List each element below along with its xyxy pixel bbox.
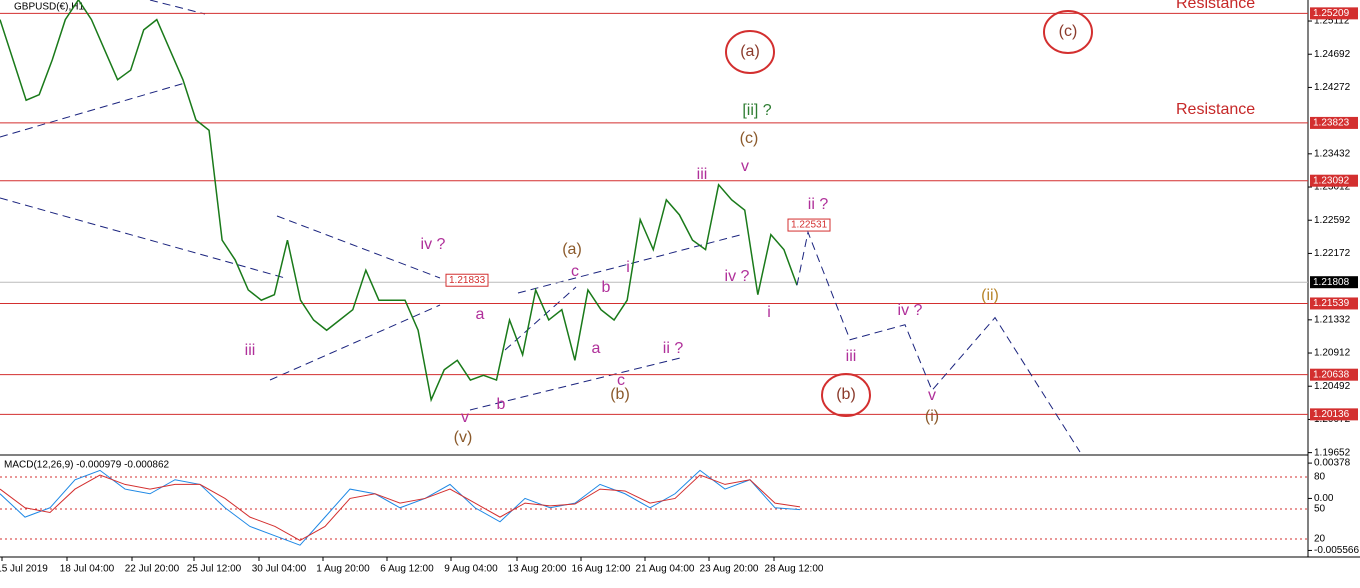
wave-label: c bbox=[617, 372, 625, 389]
y-tick-label: 1.19652 bbox=[1314, 447, 1351, 458]
trendlines bbox=[0, 0, 741, 411]
level-tag-label: 1.23092 bbox=[1313, 175, 1350, 186]
macd-level-label: 50 bbox=[1314, 504, 1326, 515]
price-tag bbox=[445, 273, 489, 287]
wave-label: ii ? bbox=[808, 196, 829, 213]
wave-circle bbox=[725, 30, 775, 74]
level-tag-label: 1.23823 bbox=[1313, 118, 1350, 129]
level-tag-label: 1.20136 bbox=[1313, 409, 1350, 420]
x-tick-label: 30 Jul 04:00 bbox=[252, 564, 307, 575]
wave-label: (c) bbox=[1059, 23, 1078, 40]
wave-label: v bbox=[461, 409, 469, 426]
price-tag-label: 1.22531 bbox=[791, 220, 828, 231]
wave-label: i bbox=[767, 304, 771, 321]
y-tick-label: 1.23432 bbox=[1314, 148, 1351, 159]
price-tag-label: 1.21833 bbox=[449, 275, 486, 286]
wave-label: iii bbox=[697, 166, 708, 183]
wave-label: i bbox=[626, 259, 630, 276]
macd-title: MACD(12,26,9) -0.000979 -0.000862 bbox=[4, 460, 170, 471]
y-tick-label: 1.23012 bbox=[1314, 182, 1351, 193]
symbol-title: GBPUSD(€),H1 bbox=[14, 2, 84, 13]
wave-label: a bbox=[476, 306, 485, 323]
wave-label: iv ? bbox=[725, 268, 750, 285]
wave-label: v bbox=[741, 158, 749, 175]
resistance-label: Resistance bbox=[1176, 0, 1255, 12]
macd-line bbox=[0, 474, 801, 542]
wave-label: (b) bbox=[836, 386, 856, 403]
level-tag bbox=[1310, 408, 1358, 421]
wave-label: (c) bbox=[740, 130, 759, 147]
price-line bbox=[0, 0, 798, 403]
wave-label: iv ? bbox=[421, 236, 446, 253]
wave-label: (ii) bbox=[981, 287, 999, 304]
y-tick-label: 1.22592 bbox=[1314, 215, 1351, 226]
wave-label: b bbox=[602, 279, 611, 296]
y-tick-label: 1.21332 bbox=[1314, 314, 1351, 325]
wave-label: iii bbox=[245, 342, 256, 359]
wave-circle bbox=[1043, 10, 1093, 54]
wave-label: a bbox=[592, 340, 601, 357]
wave-label: [ii] ? bbox=[742, 102, 771, 119]
y-tick-label: 1.20912 bbox=[1314, 348, 1351, 359]
level-tag bbox=[1310, 174, 1358, 187]
x-tick-label: 9 Aug 04:00 bbox=[444, 564, 498, 575]
macd-line bbox=[0, 469, 801, 546]
macd-level-label: 80 bbox=[1314, 472, 1326, 483]
y-tick-label: 1.25112 bbox=[1314, 16, 1350, 27]
macd-tick-label: 0.00 bbox=[1314, 493, 1334, 504]
y-tick-label: 1.22172 bbox=[1314, 248, 1351, 259]
level-tag bbox=[1310, 7, 1358, 20]
x-tick-label: 22 Jul 20:00 bbox=[125, 564, 180, 575]
x-tick-label: 16 Aug 12:00 bbox=[572, 564, 631, 575]
wave-label: ii ? bbox=[663, 340, 684, 357]
level-tag-label: 1.25209 bbox=[1313, 8, 1350, 19]
wave-label: c bbox=[571, 263, 579, 280]
wave-label: iii bbox=[846, 348, 857, 365]
wave-label: (a) bbox=[740, 43, 760, 60]
wave-label: (v) bbox=[454, 429, 473, 446]
x-tick-label: 18 Jul 04:00 bbox=[60, 564, 115, 575]
y-tick-label: 1.24272 bbox=[1314, 82, 1351, 93]
level-tag bbox=[1310, 116, 1358, 129]
projection-line bbox=[796, 230, 1081, 453]
x-tick-label: 21 Aug 04:00 bbox=[636, 564, 695, 575]
wave-circle bbox=[821, 373, 871, 417]
wave-label: (a) bbox=[562, 241, 582, 258]
wave-label: (i) bbox=[925, 408, 939, 425]
wave-label: v bbox=[928, 387, 936, 404]
current-tag-label: 1.21808 bbox=[1313, 277, 1350, 288]
x-tick-label: 1 Aug 20:00 bbox=[316, 564, 370, 575]
x-tick-label: 6 Aug 12:00 bbox=[380, 564, 434, 575]
level-tag bbox=[1310, 368, 1358, 381]
resistance-label: Resistance bbox=[1176, 101, 1255, 118]
macd-level-label: 20 bbox=[1314, 534, 1326, 545]
level-tag bbox=[1310, 297, 1358, 310]
x-tick-label: 23 Aug 20:00 bbox=[700, 564, 759, 575]
x-tick-label: 13 Aug 20:00 bbox=[508, 564, 567, 575]
wave-label: (b) bbox=[610, 386, 630, 403]
level-tag-label: 1.21539 bbox=[1313, 298, 1350, 309]
wave-label: iv ? bbox=[898, 302, 923, 319]
y-tick-label: 1.20492 bbox=[1314, 381, 1351, 392]
level-tag-label: 1.20638 bbox=[1313, 369, 1350, 380]
x-tick-label: 25 Jul 12:00 bbox=[187, 564, 242, 575]
current-tag bbox=[1310, 276, 1358, 289]
x-tick-label: 28 Aug 12:00 bbox=[765, 564, 824, 575]
price-tag bbox=[787, 218, 831, 232]
macd-tick-label: 0.00378 bbox=[1314, 458, 1351, 469]
y-tick-label: 1.24692 bbox=[1314, 49, 1351, 60]
macd-tick-label: -0.005566 bbox=[1314, 545, 1359, 556]
wave-label: b bbox=[497, 396, 506, 413]
x-tick-label: 15 Jul 2019 bbox=[0, 564, 48, 575]
